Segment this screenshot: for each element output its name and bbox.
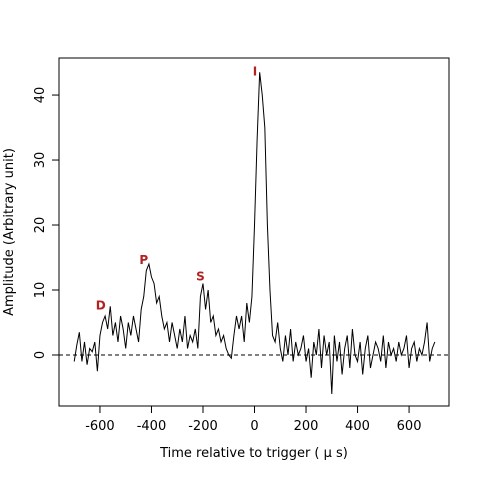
annotation: S: [196, 269, 205, 283]
annotation: P: [139, 253, 148, 267]
x-axis-label: Time relative to trigger ( μ s): [159, 446, 348, 461]
plot-frame: [58, 57, 450, 407]
annotation: D: [96, 298, 106, 312]
x-tick-label: -200: [188, 419, 218, 434]
data-line: [73, 72, 436, 395]
y-tick-label: 0: [33, 351, 48, 359]
y-tick-label: 30: [33, 152, 48, 169]
y-tick-label: 20: [33, 217, 48, 234]
y-axis-label: Amplitude (Arbitrary unit): [2, 148, 17, 316]
x-tick-label: 0: [250, 419, 258, 434]
x-tick-label: 600: [397, 419, 422, 434]
x-tick-label: 200: [294, 419, 319, 434]
x-tick-label: -400: [137, 419, 167, 434]
annotation: I: [253, 65, 257, 79]
y-tick-label: 10: [33, 282, 48, 299]
x-tick-label: -600: [85, 419, 115, 434]
y-tick-label: 40: [33, 87, 48, 104]
x-tick-label: 400: [345, 419, 370, 434]
